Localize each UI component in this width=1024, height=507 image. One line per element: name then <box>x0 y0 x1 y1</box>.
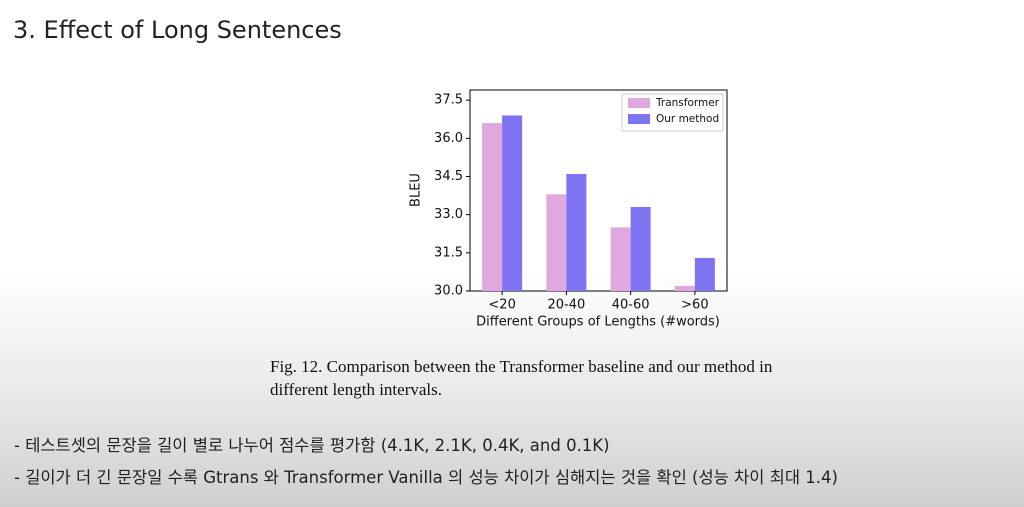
bar <box>546 194 567 291</box>
x-tick-label: 20-40 <box>547 298 585 313</box>
bar <box>502 115 523 291</box>
bar <box>610 227 631 291</box>
y-tick-label: 36.0 <box>434 131 463 146</box>
bullet: - 길이가 더 긴 문장일 수록 Gtrans 와 Transformer Va… <box>14 468 838 487</box>
bar <box>482 123 503 291</box>
y-tick-label: 31.5 <box>434 245 463 260</box>
bar <box>566 173 587 291</box>
bullet: - 테스트셋의 문장을 길이 별로 나누어 점수를 평가함 (4.1K, 2.1… <box>14 436 610 455</box>
y-tick-label: 37.5 <box>434 93 463 108</box>
legend-swatch <box>628 98 650 108</box>
bar <box>694 257 715 291</box>
y-tick-label: 34.5 <box>434 169 463 184</box>
slide-title: 3. Effect of Long Sentences <box>13 16 342 44</box>
bar <box>674 285 695 291</box>
legend-swatch <box>628 114 650 124</box>
plot-frame <box>469 89 728 292</box>
bar <box>630 207 651 291</box>
x-tick-label: 40-60 <box>612 298 650 313</box>
x-tick-label: <20 <box>488 298 515 313</box>
legend-label: Transformer <box>655 97 720 109</box>
x-tick-label: >60 <box>681 298 708 313</box>
chart: BLEU Different Groups of Lengths (#words… <box>409 89 728 330</box>
caption-line: Fig. 12. Comparison between the Transfor… <box>270 357 773 376</box>
y-tick-label: 33.0 <box>434 207 463 222</box>
caption-line: different length intervals. <box>270 380 442 399</box>
legend-label: Our method <box>656 113 719 125</box>
x-axis-label: Different Groups of Lengths (#words) <box>476 315 720 330</box>
y-axis-label: BLEU <box>409 173 424 207</box>
y-tick-label: 30.0 <box>434 284 463 299</box>
